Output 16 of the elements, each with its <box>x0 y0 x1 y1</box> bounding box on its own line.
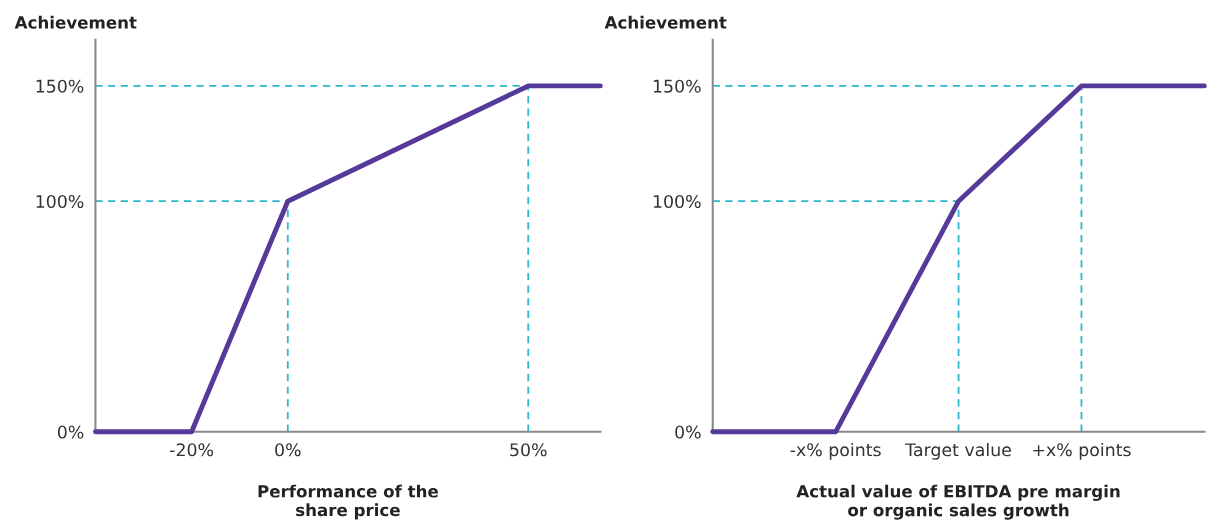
x-tick-label: 50% <box>510 443 547 457</box>
y-tick-label: 100% <box>653 194 701 209</box>
y-tick-label: 150% <box>36 79 84 93</box>
x-tick-label: -x% points <box>790 442 881 460</box>
y-tick-label: 0% <box>57 425 84 439</box>
x-tick-label: Target value <box>905 442 1011 460</box>
y-axis-title: Achievement <box>14 15 137 29</box>
y-tick-label: 0% <box>675 425 701 439</box>
x-axis-title: Performance of the share price <box>258 484 438 520</box>
x-tick-label: 0% <box>275 443 301 457</box>
y-tick-label: 150% <box>653 79 701 93</box>
y-tick-label: 100% <box>36 194 84 209</box>
y-axis-title: Achievement <box>604 15 727 29</box>
x-tick-label: +x% points <box>1033 442 1131 460</box>
x-axis-title: Actual value of EBITDA pre margin or organic sales growth <box>796 484 1120 520</box>
x-tick-label: -20% <box>170 443 214 457</box>
